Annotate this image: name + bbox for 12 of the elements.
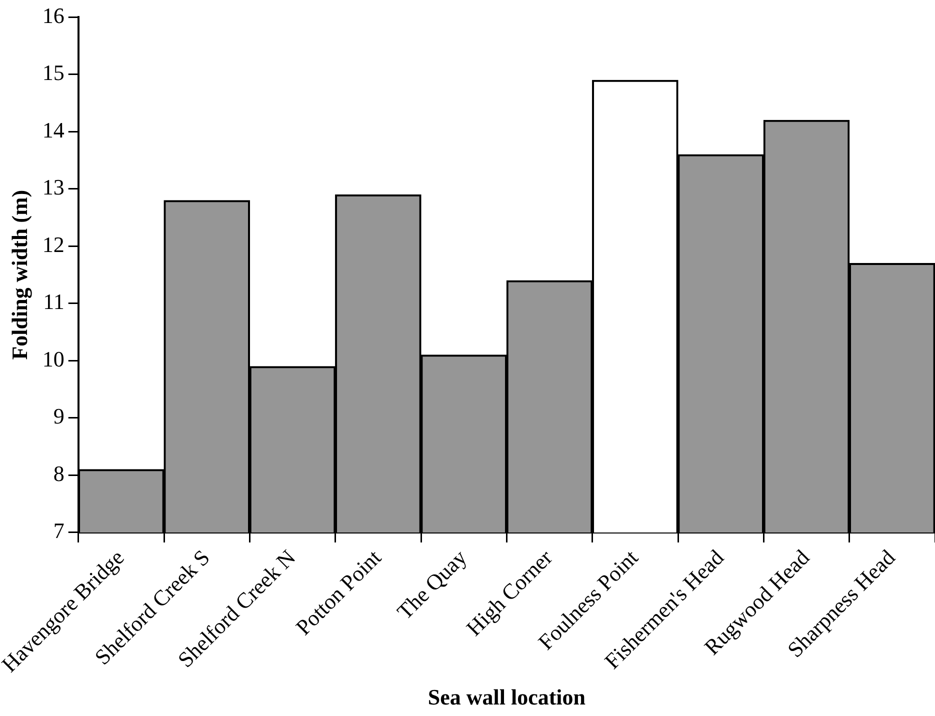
y-tick-label: 12 <box>42 232 64 257</box>
y-tick-label: 15 <box>42 60 64 86</box>
y-tick-label: 8 <box>53 460 64 486</box>
y-tick-label: 13 <box>42 174 64 200</box>
y-tick-label: 14 <box>42 117 64 142</box>
y-axis-title: Folding width (m) <box>6 190 32 360</box>
y-tick-label: 9 <box>53 404 64 429</box>
x-axis-title: Sea wall location <box>428 684 586 710</box>
y-tick-label: 10 <box>42 346 64 372</box>
y-tick-label: 11 <box>43 289 64 314</box>
y-tick-label: 16 <box>42 2 64 28</box>
y-tick-label: 7 <box>53 518 64 544</box>
